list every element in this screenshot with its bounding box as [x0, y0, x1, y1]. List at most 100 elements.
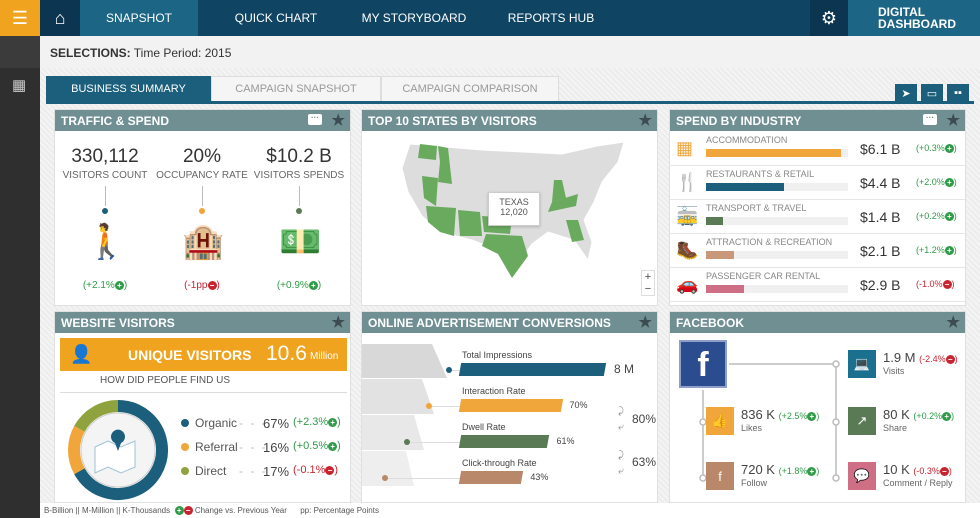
- nav-my-storyboard[interactable]: MY STORYBOARD: [361, 11, 467, 25]
- change-value: (-0.3%: [913, 466, 940, 476]
- star-icon[interactable]: ★: [638, 314, 652, 331]
- calendar-clock-icon[interactable]: ▦: [12, 77, 27, 94]
- nav-snapshot[interactable]: SNAPSHOT: [80, 0, 198, 36]
- star-icon[interactable]: ★: [331, 314, 345, 331]
- state-idaho[interactable]: [438, 146, 452, 184]
- star-icon[interactable]: ★: [331, 112, 345, 129]
- star-icon[interactable]: ★: [946, 112, 960, 129]
- states-map-panel: TOP 10 STATES BY VISITORS ★ TEXAS 12,020 …: [361, 109, 658, 306]
- state-georgia[interactable]: [566, 220, 584, 242]
- state-arizona[interactable]: [426, 206, 456, 236]
- industry-bar-track: [706, 149, 848, 157]
- zoom-in-button[interactable]: +: [644, 271, 652, 283]
- funnel-bar[interactable]: [458, 363, 607, 376]
- brand-line-1: DIGITAL: [878, 5, 926, 19]
- funnel-dot: [426, 403, 432, 409]
- up-arrow-icon: +: [807, 467, 817, 477]
- zoom-out-button[interactable]: −: [644, 283, 652, 295]
- selections-value: Time Period: 2015: [133, 46, 232, 60]
- state-nevada[interactable]: [422, 176, 438, 206]
- tab-underline: [46, 101, 974, 104]
- industry-bar-track: [706, 251, 848, 259]
- find-us-subtitle: HOW DID PEOPLE FIND US: [100, 375, 231, 386]
- source-name: Organic: [195, 416, 238, 430]
- metric-label: Visits: [883, 366, 905, 376]
- up-arrow-icon: +: [944, 212, 954, 222]
- nav-quick-chart[interactable]: QUICK CHART: [234, 11, 318, 25]
- star-icon[interactable]: ★: [638, 112, 652, 129]
- funnel-bar[interactable]: [458, 471, 524, 484]
- grid-icon[interactable]: ▪▪: [947, 84, 969, 102]
- donut-slice-direct[interactable]: [74, 400, 119, 432]
- industry-name: ACCOMMODATION: [706, 135, 788, 145]
- comment-icon[interactable]: ···: [308, 114, 322, 125]
- state-texas[interactable]: [482, 234, 528, 278]
- panel-header: TOP 10 STATES BY VISITORS ★: [362, 110, 657, 131]
- panel-title: WEBSITE VISITORS: [61, 316, 175, 330]
- industry-bar: [706, 217, 724, 225]
- left-rail-top: [0, 36, 40, 68]
- tab-business-summary[interactable]: BUSINESS SUMMARY: [46, 76, 211, 102]
- down-arrow-icon: −: [207, 280, 217, 290]
- industry-row[interactable]: 🍴 RESTAURANTS & RETAIL $4.4 B (+2.0% +): [670, 166, 967, 200]
- conversion-rate-2: 63%: [632, 455, 657, 469]
- left-rail: [0, 36, 40, 518]
- up-arrow-icon: +: [308, 280, 318, 290]
- change-value: (+2.5%: [778, 411, 808, 421]
- industry-bar-track: [706, 217, 848, 225]
- tab-campaign-snapshot[interactable]: CAMPAIGN SNAPSHOT: [211, 76, 381, 102]
- funnel-value: 8 M: [614, 362, 635, 376]
- source-dot: [181, 443, 189, 451]
- kpi-dot: [102, 208, 108, 214]
- industry-row[interactable]: 🚋 TRANSPORT & TRAVEL $1.4 B (+0.2% +): [670, 200, 967, 234]
- nav-reports-hub[interactable]: REPORTS HUB: [507, 11, 595, 25]
- source-pct: 67%: [263, 416, 290, 431]
- industry-row[interactable]: 🚗 PASSENGER CAR RENTAL $2.9 B (-1.0% −): [670, 268, 967, 302]
- traffic-source-donut: [68, 400, 168, 500]
- share-icon: ↗: [848, 407, 876, 435]
- ad-conversions-panel: ONLINE ADVERTISEMENT CONVERSIONS ★ Total …: [361, 311, 658, 503]
- state-washington[interactable]: [418, 144, 437, 160]
- industry-name: TRANSPORT & TRAVEL: [706, 203, 807, 213]
- industry-value: $2.1 B: [860, 243, 901, 259]
- metric-value: 1.9 M: [883, 350, 916, 365]
- tab-campaign-comparison[interactable]: CAMPAIGN COMPARISON: [381, 76, 559, 102]
- source-name: Referral: [195, 440, 238, 454]
- industry-value: $6.1 B: [860, 141, 901, 157]
- funnel-shape: [362, 344, 447, 486]
- state-kentucky[interactable]: [548, 194, 578, 212]
- state-new-mexico[interactable]: [458, 210, 482, 236]
- change-value: (+1.8%: [778, 466, 808, 476]
- unique-visitors-unit: Million: [310, 351, 339, 362]
- divider: [60, 392, 347, 393]
- industry-name: PASSENGER CAR RENTAL: [706, 271, 821, 281]
- industry-row[interactable]: ▦ ACCOMMODATION $6.1 B (+0.3% +): [670, 132, 967, 166]
- kpi-dot: [199, 208, 205, 214]
- funnel-bar[interactable]: [458, 435, 550, 448]
- map-tooltip: TEXAS 12,020: [488, 192, 540, 226]
- location-pin-icon: [111, 429, 125, 451]
- donut-slice-referral[interactable]: [68, 425, 85, 475]
- industry-row[interactable]: 🥾 ATTRACTION & RECREATION $2.1 B (+1.2% +): [670, 234, 967, 268]
- state-indiana[interactable]: [552, 180, 566, 202]
- tooltip-state: TEXAS: [499, 197, 529, 207]
- gear-icon[interactable]: ⚙: [810, 0, 848, 36]
- change-value: (+2.1%: [82, 280, 115, 291]
- brand-line-2: DASHBOARD: [878, 17, 956, 31]
- metric-label: Follow: [741, 478, 768, 488]
- donut-slice-organic[interactable]: [74, 400, 168, 500]
- panel-header: TRAFFIC & SPEND ··· ★: [55, 110, 350, 131]
- funnel-dot: [446, 367, 452, 373]
- industry-bar-track: [706, 183, 848, 191]
- facebook-panel: FACEBOOK ★ f 💻 1.9 M (-2.4% −) Visits 👍 836 K …: [669, 311, 966, 503]
- funnel-bar[interactable]: [458, 399, 563, 412]
- footer-legend: B-Billion || M-Million || K-Thousands + −…: [40, 503, 980, 518]
- down-arrow-icon: −: [939, 467, 949, 477]
- comment-icon[interactable]: ···: [923, 114, 937, 125]
- menu-icon[interactable]: ☰: [0, 0, 40, 36]
- home-icon[interactable]: ⌂: [40, 0, 80, 36]
- send-icon[interactable]: ➤: [895, 84, 917, 102]
- comment-icon[interactable]: ▭: [921, 84, 943, 102]
- star-icon[interactable]: ★: [946, 314, 960, 331]
- up-arrow-icon: +: [328, 441, 338, 451]
